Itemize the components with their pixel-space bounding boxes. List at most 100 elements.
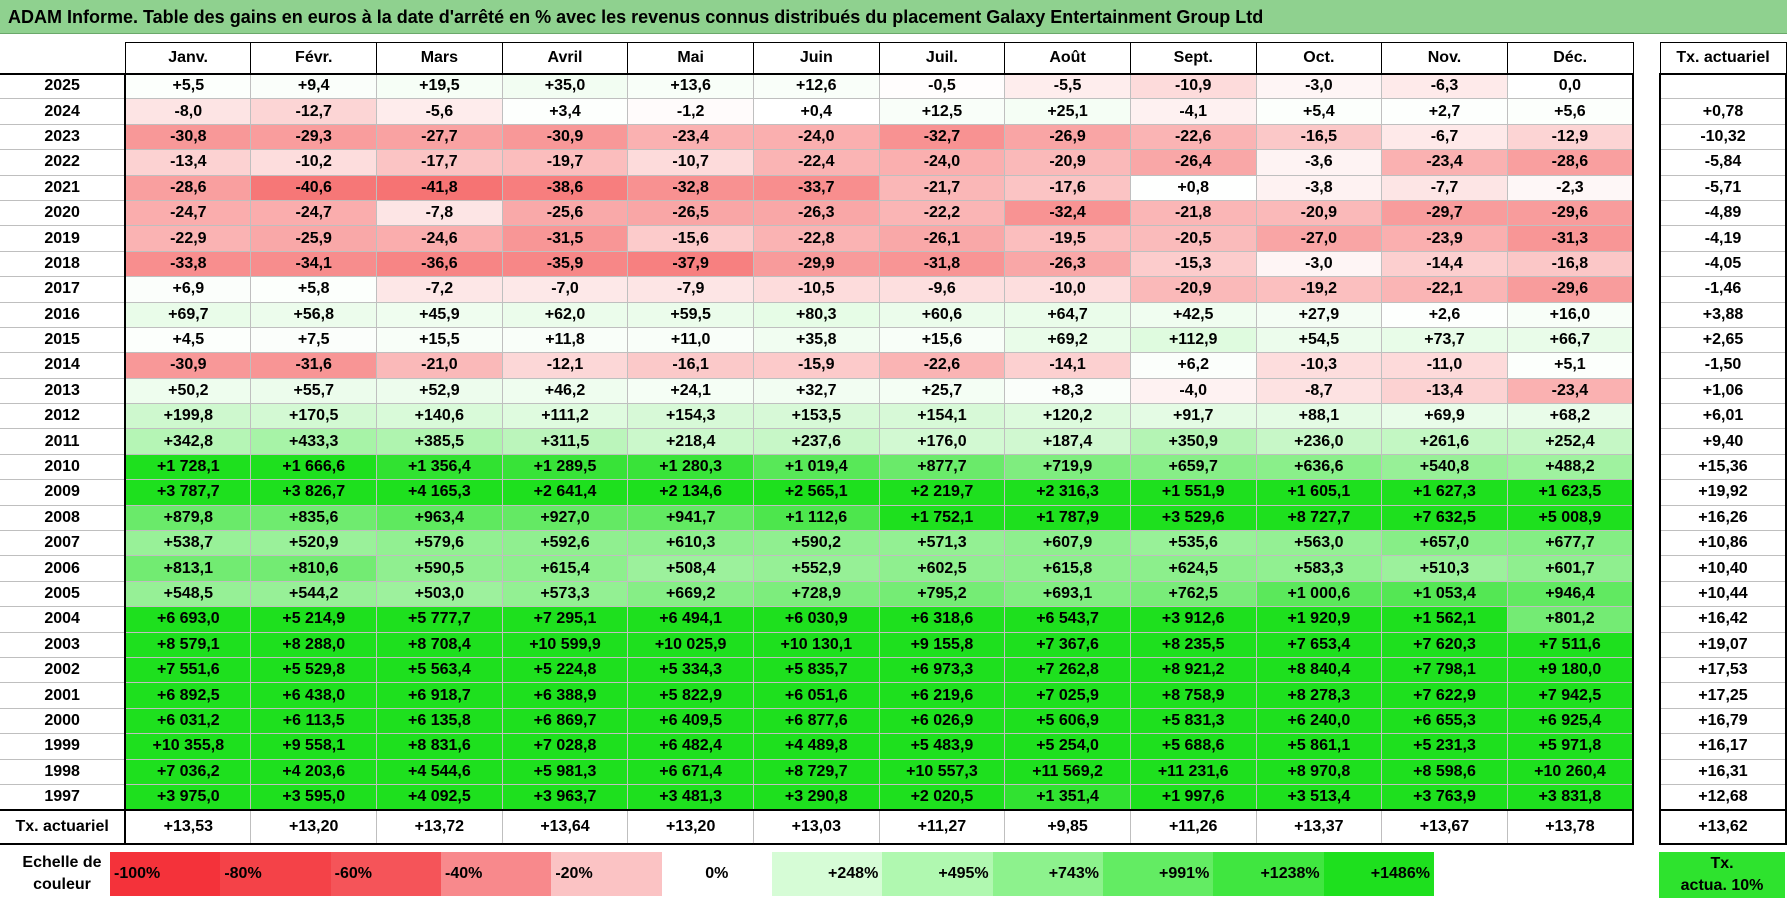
- gain-cell: +927,0: [501, 504, 629, 532]
- gain-cell: -33,7: [752, 174, 880, 201]
- gain-cell: +6 388,9: [501, 682, 629, 709]
- gain-cell: -32,8: [627, 174, 754, 201]
- gain-cell: +579,6: [376, 530, 503, 557]
- gain-cell: +6 219,6: [878, 682, 1006, 709]
- gain-cell: +8 235,5: [1129, 631, 1257, 658]
- gain-cell: +5 334,3: [627, 656, 754, 684]
- gain-cell: +7 262,8: [1004, 656, 1131, 684]
- year-label: 2006: [0, 555, 127, 582]
- gain-cell: +2 641,4: [501, 479, 629, 506]
- tx-actuariel-month-cell: +13,20: [627, 808, 754, 845]
- gain-cell: -25,9: [250, 225, 378, 252]
- gain-cell: -7,8: [376, 199, 503, 227]
- gain-cell: +6 031,2: [124, 707, 252, 735]
- gain-cell: +7 295,1: [501, 606, 629, 633]
- year-label: 1999: [0, 733, 127, 760]
- gain-cell: +4 544,6: [376, 758, 503, 785]
- gain-cell: +5 822,9: [627, 682, 754, 709]
- gain-cell: +552,9: [752, 555, 880, 582]
- gain-cell: +12,6: [752, 72, 880, 100]
- color-scale-swatch: +248%: [771, 852, 883, 896]
- gain-cell: +592,6: [501, 530, 629, 557]
- gain-cell: +10 025,9: [627, 631, 754, 658]
- gain-cell: -24,7: [250, 199, 378, 227]
- tx-actuariel-table: Tx. actuariel +0,78 -10,32 -5,84 -5,71 -4,89…: [1659, 42, 1787, 845]
- gain-cell: +154,1: [878, 403, 1006, 430]
- gain-cell: +1 289,5: [501, 453, 629, 481]
- gain-cell: +69,9: [1381, 403, 1508, 430]
- gain-cell: -33,8: [124, 250, 252, 278]
- gain-cell: +0,8: [1129, 174, 1257, 201]
- gain-cell: +5 563,4: [376, 656, 503, 684]
- gain-cell: +544,2: [250, 580, 378, 608]
- gain-cell: -10,3: [1255, 352, 1383, 379]
- tx-row: +9,40: [1659, 428, 1787, 455]
- gain-cell: -9,6: [878, 276, 1006, 303]
- month-header-11: Nov.: [1381, 42, 1508, 74]
- gain-cell: +941,7: [627, 504, 754, 532]
- gain-cell: +636,6: [1255, 453, 1383, 481]
- gain-cell: +3 963,7: [501, 783, 629, 811]
- gain-cell: +1 728,1: [124, 453, 252, 481]
- gain-cell: -10,7: [627, 149, 754, 176]
- gain-cell: -24,0: [878, 149, 1006, 176]
- gain-cell: +5,1: [1506, 352, 1634, 379]
- gain-cell: -15,3: [1129, 250, 1257, 278]
- gain-cell: -4,0: [1129, 377, 1257, 405]
- tx-actuariel-month-cell: +13,53: [124, 808, 252, 845]
- tx-row: -10,32: [1659, 123, 1787, 151]
- tx-row: +17,25: [1659, 682, 1787, 709]
- table-row: 2001 +6 892,5 +6 438,0 +6 918,7 +6 388,9 +5 8…: [0, 682, 1634, 709]
- table-row: 2014 -30,9 -31,6 -21,0 -12,1 -16,1 -15,9 -22,6-…: [0, 352, 1634, 379]
- gain-cell: -40,6: [250, 174, 378, 201]
- tx-actuariel-month-cell: +13,64: [501, 808, 629, 845]
- gain-cell: -21,0: [376, 352, 503, 379]
- gain-cell: +7 942,5: [1506, 682, 1634, 709]
- tx-actuariel-month-cell: +13,67: [1381, 808, 1508, 845]
- gain-cell: -20,9: [1004, 149, 1131, 176]
- gain-cell: +46,2: [501, 377, 629, 405]
- gain-cell: +237,6: [752, 428, 880, 455]
- color-scale-swatch: +743%: [992, 852, 1103, 896]
- gain-cell: -10,5: [752, 276, 880, 303]
- gain-cell: +1 605,1: [1255, 479, 1383, 506]
- gain-cell: +8 598,6: [1381, 758, 1508, 785]
- gain-cell: +2 219,7: [878, 479, 1006, 506]
- gain-cell: +4,5: [124, 326, 252, 354]
- gain-cell: -26,4: [1129, 149, 1257, 176]
- year-label: 2019: [0, 225, 127, 252]
- gain-cell: -20,5: [1129, 225, 1257, 252]
- tx-actuariel-cell: [1659, 72, 1787, 100]
- year-label: 2016: [0, 301, 127, 328]
- gain-cell: +601,7: [1506, 555, 1634, 582]
- gain-cell: +8 840,4: [1255, 656, 1383, 684]
- gain-cell: +6 482,4: [627, 733, 754, 760]
- gain-cell: +6 892,5: [124, 682, 252, 709]
- gain-cell: +963,4: [376, 504, 503, 532]
- gain-cell: -29,9: [752, 250, 880, 278]
- tx-row: -4,05: [1659, 250, 1787, 278]
- table-row: 2011 +342,8 +433,3 +385,5 +311,5 +218,4 +237,6…: [0, 428, 1634, 455]
- gain-cell: +3 975,0: [124, 783, 252, 811]
- gain-cell: +1 623,5: [1506, 479, 1634, 506]
- gain-cell: +4 203,6: [250, 758, 378, 785]
- gain-cell: -15,6: [627, 225, 754, 252]
- gain-cell: -27,7: [376, 123, 503, 151]
- tx-actuariel-cell: -1,50: [1659, 352, 1787, 379]
- table-row: 2015 +4,5 +7,5 +15,5 +11,8 +11,0 +35,8 +15,6 +69…: [0, 326, 1634, 354]
- year-label: 2021: [0, 174, 127, 201]
- year-label: 2005: [0, 580, 127, 608]
- tx-actuariel-cell: -10,32: [1659, 123, 1787, 151]
- gain-cell: +7 798,1: [1381, 656, 1508, 684]
- gain-cell: +510,3: [1381, 555, 1508, 582]
- tx-actuariel-total: +13,62: [1659, 808, 1787, 845]
- gain-cell: +7 367,6: [1004, 631, 1131, 658]
- gain-cell: +1 787,9: [1004, 504, 1131, 532]
- table-row: 2000 +6 031,2 +6 113,5 +6 135,8 +6 869,7 +6 4…: [0, 707, 1634, 735]
- tx-row: [1659, 72, 1787, 100]
- tx-actuariel-month-cell: +13,03: [752, 808, 880, 845]
- gain-cell: +153,5: [752, 403, 880, 430]
- gain-cell: +68,2: [1506, 403, 1634, 430]
- table-row: 2023 -30,8 -29,3 -27,7 -30,9 -23,4 -24,0 -32,7-…: [0, 123, 1634, 151]
- gain-cell: -16,1: [627, 352, 754, 379]
